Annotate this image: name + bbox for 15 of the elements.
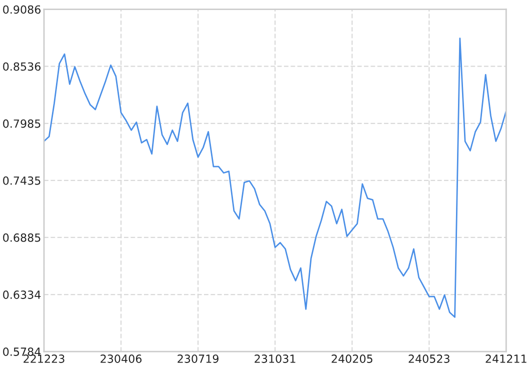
x-tick-label: 240205 bbox=[332, 354, 372, 363]
x-tick-label: 230719 bbox=[178, 354, 218, 363]
line-series bbox=[44, 38, 506, 318]
x-tick-label: 240523 bbox=[408, 354, 450, 363]
y-tick-label: 0.5784 bbox=[3, 348, 41, 356]
y-tick-label: 0.6334 bbox=[3, 290, 41, 299]
x-tick-label: 241211 bbox=[486, 354, 526, 363]
y-tick-label: 0.7435 bbox=[3, 176, 40, 185]
x-tick-label: 221223 bbox=[24, 354, 64, 363]
x-tick-label: 231031 bbox=[254, 354, 296, 363]
y-tick-label: 0.6885 bbox=[3, 233, 40, 242]
x-tick-label: 230406 bbox=[100, 354, 142, 363]
y-tick-label: 0.9086 bbox=[3, 5, 41, 14]
y-tick-label: 0.7985 bbox=[3, 119, 40, 128]
y-tick-label: 0.8536 bbox=[3, 62, 41, 71]
